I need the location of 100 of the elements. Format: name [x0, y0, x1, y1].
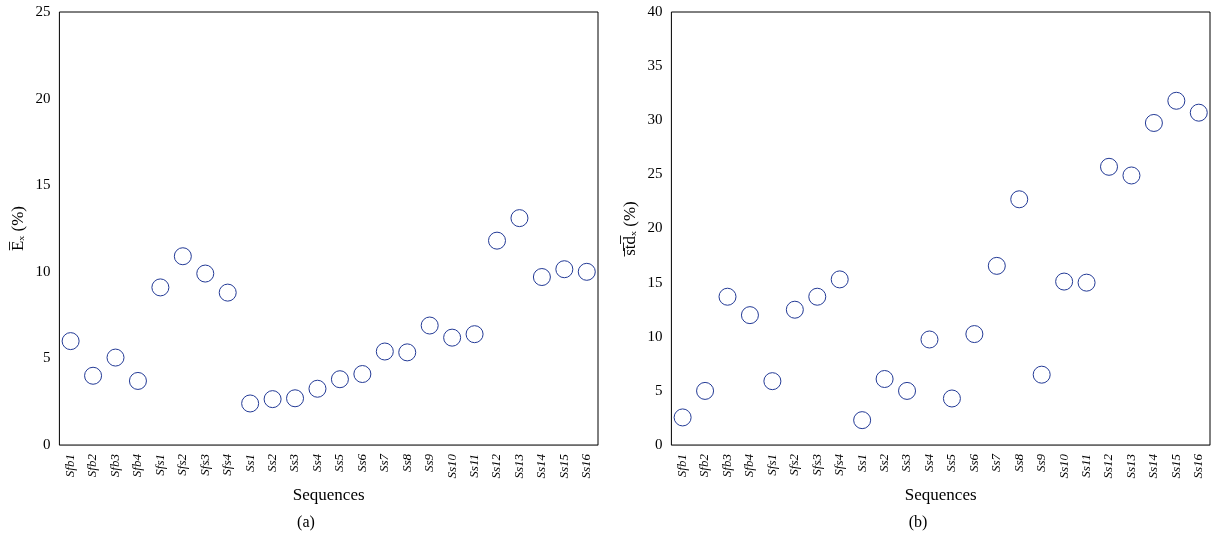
x-tick-label: Sfb3	[106, 453, 122, 478]
x-tick-label: Ss8	[398, 453, 414, 473]
point	[718, 287, 737, 306]
point	[106, 348, 125, 367]
x-tick-label: Ss14	[1145, 453, 1161, 479]
y-tick-label: 15	[35, 176, 51, 193]
point	[1032, 365, 1051, 384]
point	[375, 342, 394, 361]
x-tick-label: Ss10	[1055, 453, 1071, 479]
x-tick-label: Ss16	[578, 453, 594, 479]
point	[1122, 166, 1141, 185]
point	[898, 381, 917, 400]
x-tick-label: Ss5	[331, 453, 347, 473]
x-tick-label: Ss15	[555, 453, 571, 479]
point	[920, 330, 939, 349]
y-tick-label: 25	[35, 2, 51, 19]
x-tick-label: Ss9	[1033, 453, 1049, 473]
point	[763, 372, 782, 391]
y-tick-label: 40	[647, 2, 663, 19]
point	[1077, 273, 1096, 292]
point	[1144, 113, 1163, 132]
point	[173, 247, 192, 266]
point	[1010, 190, 1029, 209]
x-tick-label: Ss12	[1100, 453, 1116, 479]
x-tick-label: Sfb1	[62, 454, 78, 478]
x-tick-label: Ss11	[465, 454, 481, 478]
y-tick-label: 35	[647, 57, 663, 74]
y-tick-label: 15	[647, 273, 663, 290]
x-tick-label: Ss8	[1010, 453, 1026, 473]
x-tick-label: Sfb4	[741, 453, 757, 478]
x-tick-label: Ss7	[988, 453, 1004, 473]
y-axis-title: E̅ₓ (%)	[7, 205, 27, 252]
y-tick-label: 5	[654, 381, 663, 398]
x-tick-label: Ss2	[876, 453, 892, 473]
x-tick-label: Ss2	[264, 453, 280, 473]
point	[308, 379, 327, 398]
x-tick-label: Ss12	[488, 453, 504, 479]
x-tick-label: Ss4	[920, 453, 936, 473]
x-tick-label: Ss4	[308, 453, 324, 473]
text: (a)	[296, 512, 316, 533]
point	[241, 394, 260, 413]
x-tick-label: Ss6	[353, 453, 369, 473]
point	[263, 390, 282, 409]
x-tick-label: Sfb3	[718, 453, 734, 478]
point	[808, 287, 827, 306]
point	[420, 316, 439, 335]
x-tick-label: Ss3	[286, 453, 302, 473]
point	[510, 209, 529, 228]
x-tick-label: Sfs1	[151, 454, 167, 476]
x-tick-label: Ss11	[1077, 454, 1093, 478]
text: (b)	[907, 512, 929, 533]
point	[151, 278, 170, 297]
x-tick-label: Ss6	[965, 453, 981, 473]
y-tick-label: 0	[42, 435, 51, 452]
x-tick-label: Ss13	[510, 453, 526, 479]
y-tick-label: 0	[654, 435, 663, 452]
point	[942, 389, 961, 408]
x-tick-label: Ss15	[1167, 453, 1183, 479]
x-tick-label: Ss16	[1190, 453, 1206, 479]
x-tick-label: Ss9	[421, 453, 437, 473]
point	[398, 343, 417, 362]
point	[1100, 157, 1119, 176]
x-tick-label: Sfs1	[763, 454, 779, 476]
x-tick-label: Sfb1	[674, 454, 690, 478]
x-axis-title: Sequences	[904, 485, 977, 505]
point	[853, 411, 872, 430]
point	[696, 381, 715, 400]
y-tick-label: 20	[35, 89, 51, 106]
point	[785, 300, 804, 319]
x-tick-label: Sfs4	[219, 453, 235, 476]
x-axis-title: Sequences	[292, 485, 365, 505]
point	[577, 262, 596, 281]
point	[1167, 91, 1186, 110]
x-tick-label: Ss7	[376, 453, 392, 473]
point	[443, 328, 462, 347]
point	[128, 371, 147, 390]
point	[353, 365, 372, 384]
point	[84, 366, 103, 385]
point	[1189, 103, 1208, 122]
x-tick-label: Ss1	[241, 454, 257, 473]
point	[987, 256, 1006, 275]
point	[61, 332, 80, 351]
point	[286, 389, 305, 408]
x-tick-label: Ss10	[443, 453, 459, 479]
y-tick-label: 30	[647, 111, 663, 128]
point	[330, 370, 349, 389]
y-axis-title: s̅t̅d̅ₓ (%)	[619, 201, 639, 258]
point	[488, 231, 507, 250]
y-tick-label: 5	[42, 349, 51, 366]
x-tick-label: Sfs2	[786, 453, 802, 476]
point	[532, 268, 551, 287]
point	[555, 260, 574, 279]
x-tick-label: Sfs3	[196, 453, 212, 476]
point	[465, 325, 484, 344]
y-tick-label: 25	[647, 165, 663, 182]
point	[740, 306, 759, 325]
x-tick-label: Ss1	[853, 454, 869, 473]
x-tick-label: Ss14	[533, 453, 549, 479]
point	[965, 325, 984, 344]
y-tick-label: 20	[647, 219, 663, 236]
